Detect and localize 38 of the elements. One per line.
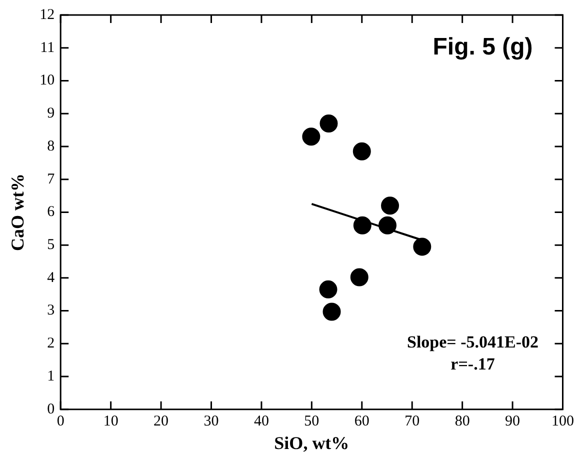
text: Fig. 5 (g) [432, 33, 533, 60]
point [352, 142, 371, 160]
point [381, 196, 400, 215]
y-tick-label: 6 [47, 204, 56, 220]
y-tick-label: 7 [47, 171, 56, 188]
y-tick-label: 1 [47, 368, 55, 384]
x-tick-label: 40 [254, 413, 269, 430]
y-tick-label: 3 [47, 302, 55, 319]
x-tick-label: 30 [204, 413, 219, 430]
x-tick-label: 100 [552, 413, 574, 430]
point [353, 216, 372, 234]
x-tick-label: 70 [404, 413, 420, 430]
y-tick-label: 4 [47, 270, 56, 286]
point [319, 280, 338, 298]
y-tick-label: 2 [47, 336, 55, 352]
point [350, 268, 368, 286]
y-tick-label: 12 [40, 6, 55, 23]
x-tick-label: 10 [103, 413, 118, 430]
x-tick-label: 50 [304, 413, 320, 430]
x-tick-label: 60 [354, 413, 370, 430]
y-tick-label: 11 [40, 40, 55, 56]
point [378, 216, 396, 234]
y-tick-label: 9 [47, 106, 55, 122]
y-tick-label: 8 [47, 138, 55, 154]
x-tick-label: 20 [154, 413, 169, 430]
x-tick-label: 90 [505, 413, 520, 430]
point [320, 114, 338, 132]
y-tick-label: 10 [40, 72, 55, 89]
y-tick-label: 0 [47, 401, 55, 418]
x-tick-label: 80 [454, 413, 470, 430]
y-axis-title: CaO wt% [7, 173, 28, 251]
point [413, 238, 432, 256]
point [302, 128, 320, 146]
annotation: r=-.17 [450, 354, 496, 374]
x-axis-title: SiO, wt% [274, 432, 350, 453]
point [322, 302, 341, 321]
annotation: Slope= -5.041E-02 [406, 332, 539, 352]
y-tick-label: 5 [47, 237, 55, 254]
